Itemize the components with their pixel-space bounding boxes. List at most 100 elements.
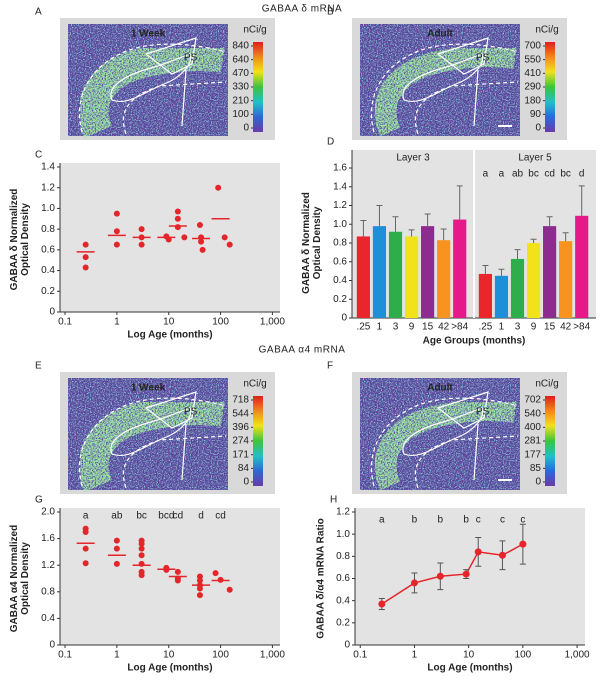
y-axis-label: Optical Density bbox=[20, 542, 31, 615]
x-tick-label: 10 bbox=[163, 317, 175, 328]
colorbar-tick-label: 0 bbox=[535, 123, 541, 134]
panel-label: D bbox=[327, 137, 334, 148]
x-tick-label: .25 bbox=[356, 322, 370, 333]
outline-inner bbox=[122, 81, 227, 135]
error-bar bbox=[514, 249, 521, 259]
y-tick-label: 0.8 bbox=[333, 238, 347, 249]
panel-title: 1 Week bbox=[131, 383, 166, 394]
panel-label: H bbox=[330, 495, 337, 506]
data-point bbox=[462, 570, 470, 578]
data-point bbox=[226, 241, 233, 248]
error-bar bbox=[578, 185, 585, 216]
bar bbox=[453, 219, 467, 318]
significance-letter: a bbox=[483, 169, 489, 180]
data-point bbox=[113, 560, 120, 567]
x-tick-label: 42 bbox=[438, 322, 450, 333]
outline-inner bbox=[414, 81, 519, 135]
bar bbox=[559, 241, 573, 318]
y-tick-label: 0.4 bbox=[41, 613, 55, 624]
x-tick-label: 1 bbox=[114, 650, 120, 661]
x-tick-label: 1,000 bbox=[565, 650, 590, 661]
bar bbox=[478, 273, 492, 318]
x-tick-label: 1 bbox=[114, 317, 120, 328]
data-point bbox=[113, 545, 120, 552]
x-tick-label: 15 bbox=[422, 322, 434, 333]
data-point bbox=[82, 254, 89, 261]
data-point bbox=[196, 585, 203, 592]
x-tick-label: 0.1 bbox=[58, 317, 72, 328]
data-point bbox=[174, 224, 181, 231]
data-point bbox=[174, 577, 181, 584]
bar bbox=[388, 231, 403, 318]
bar bbox=[372, 226, 387, 318]
x-tick-label: 15 bbox=[544, 322, 556, 333]
x-tick-label: .25 bbox=[478, 322, 492, 333]
colorbar-tick-label: 400 bbox=[524, 422, 541, 433]
colorbar-tick-label: 544 bbox=[232, 408, 249, 419]
data-point bbox=[113, 241, 120, 248]
y-tick-label: 0.8 bbox=[41, 224, 55, 235]
x-tick-label: 10 bbox=[463, 650, 475, 661]
data-point bbox=[436, 572, 444, 580]
bar bbox=[494, 275, 509, 318]
y-axis-label: Optical Density bbox=[312, 206, 323, 279]
bar bbox=[404, 236, 419, 318]
panel-label: C bbox=[35, 150, 42, 161]
y-tick-label: 0.2 bbox=[41, 286, 55, 297]
colorbar-tick-label: 281 bbox=[524, 436, 541, 447]
colorbar-tick-label: 210 bbox=[232, 95, 249, 106]
y-tick-label: 0.4 bbox=[336, 595, 350, 606]
autoradiograph: 1 Week PS bbox=[68, 378, 228, 492]
y-tick-label: 0 bbox=[341, 313, 347, 324]
colorbar-tick-label: 0 bbox=[243, 123, 249, 134]
colorbar-tick-label: 0 bbox=[535, 477, 541, 488]
ps-outline bbox=[144, 391, 197, 481]
error-bar bbox=[498, 268, 505, 276]
data-point bbox=[196, 577, 203, 584]
bar bbox=[510, 258, 525, 318]
colorbar bbox=[545, 396, 555, 486]
data-point bbox=[196, 592, 203, 599]
x-tick-label: 42 bbox=[560, 322, 572, 333]
y-tick-label: 0 bbox=[49, 307, 55, 318]
data-point bbox=[82, 545, 89, 552]
significance-letter: cd bbox=[215, 511, 226, 522]
y-tick-label: 1.6 bbox=[41, 533, 55, 544]
y-tick-label: 0.2 bbox=[336, 617, 350, 628]
error-bar bbox=[456, 185, 463, 220]
annotation: PS bbox=[184, 53, 198, 64]
outline-outer bbox=[78, 43, 227, 133]
y-tick-label: 1.0 bbox=[41, 203, 55, 214]
significance-letter: d bbox=[579, 169, 585, 180]
y-tick-label: 0.4 bbox=[41, 265, 55, 276]
colorbar-tick-label: 177 bbox=[524, 449, 541, 460]
cell-layer-signal bbox=[374, 399, 517, 491]
colorbar-tick-label: 396 bbox=[232, 422, 249, 433]
y-tick-label: 1.2 bbox=[336, 507, 350, 518]
colorbar-label: nCi/g bbox=[243, 379, 266, 390]
plot-background bbox=[355, 508, 585, 645]
colorbar-tick-label: 0 bbox=[243, 477, 249, 488]
data-point bbox=[138, 572, 145, 579]
annotation: PS bbox=[476, 53, 490, 64]
panel-title: Adult bbox=[427, 29, 453, 40]
cell-layer-signal bbox=[78, 41, 226, 138]
x-axis-label: Log Age (months) bbox=[127, 663, 212, 674]
x-tick-label: 1 bbox=[377, 322, 383, 333]
bar bbox=[526, 243, 541, 318]
x-tick-label: 100 bbox=[212, 317, 229, 328]
bar bbox=[356, 236, 370, 318]
x-axis-label: Age Groups (months) bbox=[423, 336, 526, 347]
y-axis-label: GABAA δ/α4 mRNA Ratio bbox=[316, 518, 327, 638]
colorbar-tick-label: 90 bbox=[530, 109, 542, 120]
data-point bbox=[196, 222, 203, 228]
ps-outline bbox=[436, 37, 489, 127]
x-axis-label: Log Age (months) bbox=[127, 330, 212, 341]
outline-outer bbox=[370, 397, 519, 487]
colorbar bbox=[253, 396, 263, 486]
data-point bbox=[138, 552, 145, 559]
significance-letter: c bbox=[520, 515, 525, 526]
panel-title: Adult bbox=[427, 383, 453, 394]
